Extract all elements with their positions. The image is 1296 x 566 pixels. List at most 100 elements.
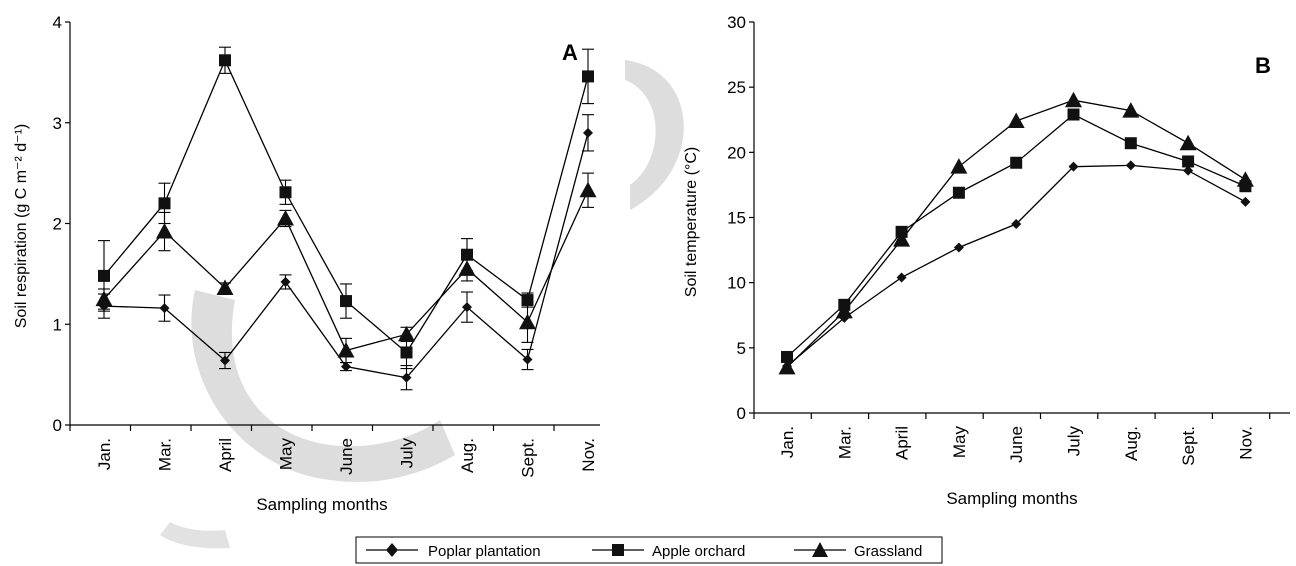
- panel-a-point-diamond: [462, 302, 472, 313]
- panel-b-x-tick-label: May: [950, 426, 969, 459]
- panel-a-y-tick-label: 2: [53, 215, 62, 234]
- panel-b-x-tick-label: July: [1065, 426, 1084, 457]
- panel-a-axes: [65, 21, 600, 431]
- panel-a-point-triangle: [216, 279, 234, 295]
- panel-a-series-line-triangle: [103, 189, 589, 352]
- panel-b-point-square: [1010, 156, 1023, 169]
- panel-a-y-tick-label: 1: [53, 315, 62, 334]
- panel-b-point-diamond: [1068, 161, 1079, 172]
- square-marker-icon: [612, 544, 624, 556]
- panel-a-point-triangle: [519, 313, 536, 330]
- panel-a-point-square: [521, 294, 534, 307]
- panel-a-ylabel: Soil respiration (g C m⁻² d⁻¹): [13, 124, 30, 329]
- panel-b-series-line-diamond: [786, 164, 1246, 367]
- panel-a-point-square: [219, 54, 231, 67]
- panel-a-point-square: [340, 295, 352, 308]
- panel-a-lines: [103, 58, 589, 379]
- panel-b-point-diamond: [1125, 160, 1136, 171]
- panel-b-point-diamond: [1011, 219, 1022, 230]
- panel-b-point-triangle: [1122, 102, 1140, 118]
- panel-a-point-square: [582, 70, 594, 83]
- panel-b-point-triangle: [1007, 112, 1025, 129]
- panel-a-x-tick-label: Jan.: [95, 438, 114, 470]
- panel-b-x-tick-label: Nov.: [1236, 426, 1255, 460]
- panel-b-point-square: [781, 350, 793, 363]
- panel-a-markers: [95, 54, 597, 383]
- panel-a-y-tick-label: 4: [53, 13, 62, 32]
- panel-b-point-triangle: [1179, 134, 1197, 151]
- panel-a-x-tick-label: Aug.: [458, 438, 477, 473]
- panel-a-x-tick-label: April: [216, 438, 235, 472]
- panel-b-x-tick-label: April: [893, 426, 912, 460]
- panel-b-xlabel: Sampling months: [946, 489, 1077, 508]
- panel-b-y-tick-label: 10: [727, 274, 746, 293]
- panel-b-y-tick-label: 0: [737, 404, 746, 423]
- panel-a-point-triangle: [337, 341, 355, 358]
- chart-panel-a: 0 1 2 3 4 Jan. Mar. April May June July Aug. Sept. No…: [13, 13, 600, 514]
- chart-panel-b: 0 5 10 15 20 25 30 Jan. Mar. April May June July Aug.…: [683, 13, 1290, 508]
- panel-a-point-triangle: [95, 290, 113, 307]
- panel-a-y-tick-label: 0: [53, 416, 62, 435]
- panel-b-point-triangle: [835, 302, 853, 319]
- panel-b-ticklabels: 0 5 10 15 20 25 30 Jan. Mar. April May June July Aug.…: [727, 13, 1255, 466]
- panel-b-point-triangle: [893, 231, 911, 247]
- legend-label-grassland: Grassland: [854, 543, 922, 560]
- panel-b-point-triangle: [1065, 91, 1082, 108]
- panel-b-point-square: [1124, 137, 1137, 150]
- panel-b-series-line-square: [786, 113, 1246, 358]
- panel-b-markers: [778, 91, 1254, 375]
- panel-b-point-diamond: [953, 242, 964, 253]
- panel-b-point-triangle: [1236, 171, 1254, 187]
- panel-a-y-tick-label: 3: [53, 114, 62, 133]
- panel-b-axes: [749, 21, 1290, 419]
- panel-a-x-tick-label: July: [398, 438, 417, 469]
- panel-b-point-square: [1182, 155, 1195, 168]
- panel-b-y-tick-label: 15: [727, 209, 746, 228]
- panel-b-point-square: [1067, 108, 1080, 121]
- panel-a-point-triangle: [398, 325, 415, 342]
- panel-b-point-diamond: [1183, 165, 1194, 176]
- panel-b-y-tick-label: 20: [727, 143, 746, 162]
- panel-a-label: A: [562, 40, 578, 65]
- panel-a-errorbars: [98, 46, 594, 391]
- panel-b-y-tick-label: 30: [727, 13, 746, 32]
- panel-a-point-diamond: [220, 355, 230, 366]
- panel-b-label: B: [1255, 53, 1271, 78]
- panel-a-point-square: [98, 269, 110, 282]
- panel-b-y-tick-label: 25: [727, 78, 746, 97]
- panel-b-point-triangle: [950, 158, 968, 174]
- panel-b-y-tick-label: 5: [737, 339, 746, 358]
- panel-a-point-square: [461, 248, 473, 261]
- panel-b-point-square: [952, 186, 965, 199]
- diamond-marker-icon: [386, 543, 398, 557]
- panel-a-point-diamond: [280, 276, 291, 287]
- panel-a-point-square: [400, 346, 413, 359]
- panel-b-point-diamond: [896, 272, 907, 283]
- panel-a-point-diamond: [159, 303, 170, 314]
- legend-label-poplar: Poplar plantation: [428, 543, 541, 560]
- triangle-marker-icon: [812, 542, 828, 557]
- panel-a-point-diamond: [522, 354, 533, 365]
- panel-b-ylabel: Soil temperature (°C): [683, 147, 700, 297]
- panel-a-x-tick-label: Nov.: [579, 438, 598, 472]
- panel-a-x-tick-label: Sept.: [519, 438, 538, 478]
- legend-entry-poplar: Poplar plantation: [366, 543, 541, 560]
- panel-b-point-triangle: [778, 358, 796, 375]
- legend-entry-apple: Apple orchard: [592, 543, 745, 560]
- panel-b-x-tick-label: Mar.: [835, 426, 854, 459]
- panel-b-series-line-triangle: [786, 99, 1246, 368]
- panel-b-x-tick-label: Aug.: [1122, 426, 1141, 461]
- panel-b-point-diamond: [1240, 196, 1251, 207]
- panel-a-point-diamond: [341, 361, 351, 372]
- panel-a-ticklabels: 0 1 2 3 4 Jan. Mar. April May June July Aug. Sept. No…: [53, 13, 598, 478]
- panel-b-lines: [786, 99, 1246, 368]
- panel-a-point-triangle: [458, 260, 476, 276]
- panel-a-point-triangle: [579, 181, 597, 198]
- panel-a-point-diamond: [401, 372, 412, 383]
- legend-label-apple: Apple orchard: [652, 543, 745, 560]
- panel-a-x-tick-label: Mar.: [156, 438, 175, 471]
- panel-a-point-square: [279, 186, 292, 199]
- legend-entry-grassland: Grassland: [794, 542, 922, 560]
- legend: Poplar plantation Apple orchard Grasslan…: [355, 536, 943, 564]
